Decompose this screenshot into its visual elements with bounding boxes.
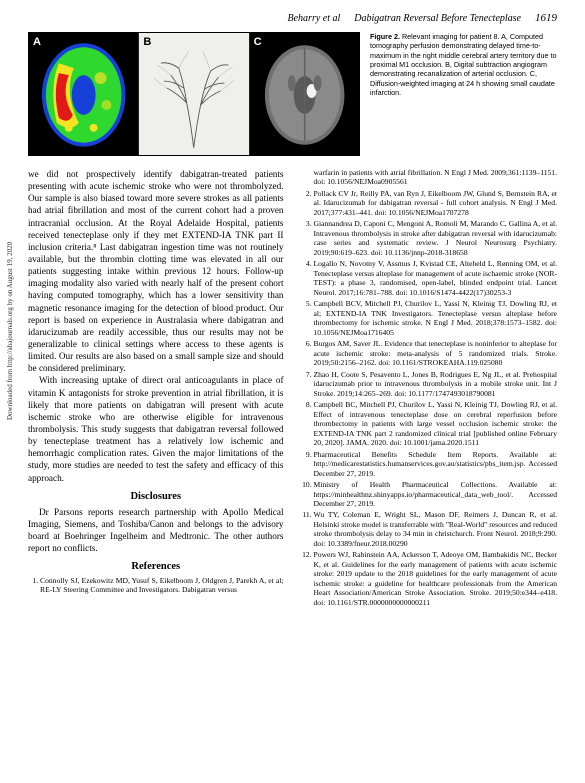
page-number: 1619 [535, 12, 557, 24]
dwi-image [250, 33, 359, 155]
disclosures-text: Dr Parsons reports research partnership … [28, 506, 284, 555]
ref-9: Pharmaceutical Benefits Schedule Item Re… [314, 450, 558, 478]
panel-c-label: C [254, 36, 262, 48]
header-authors: Beharry et al [288, 13, 341, 24]
ref-6: Burgos AM, Saver JL. Evidence that tenec… [314, 339, 558, 367]
figure-caption: Figure 2. Relevant imaging for patient 8… [370, 32, 557, 156]
figure-panels: A B [28, 32, 360, 156]
body-p2: With increasing uptake of direct oral an… [28, 374, 284, 483]
ref-12: Powers WJ, Rabinstein AA, Ackerson T, Ad… [314, 550, 558, 607]
right-column: warfarin in patients with atrial fibrill… [302, 168, 558, 609]
header-title: Dabigatran Reversal Before Tenecteplase [354, 13, 521, 24]
ref-5: Campbell BCV, Mitchell PJ, Churilov L, Y… [314, 299, 558, 337]
download-watermark: Downloaded from http://ahajournals.org b… [6, 242, 14, 420]
body-p1: we did not prospectively identify dabiga… [28, 168, 284, 374]
running-header: Beharry et al Dabigatran Reversal Before… [28, 12, 557, 24]
ref-4: Logallo N, Novotny V, Assmus J, Kvistad … [314, 259, 558, 297]
panel-c: C [250, 33, 359, 155]
body-columns: we did not prospectively identify dabiga… [28, 168, 557, 609]
angiogram-image [139, 33, 248, 155]
disclosures-heading: Disclosures [28, 490, 284, 504]
figure-caption-body: A, Computed tomography perfusion demonst… [370, 32, 557, 97]
references-left: Connolly SJ, Ezekowitz MD, Yusuf S, Eike… [28, 576, 284, 595]
panel-b: B [139, 33, 249, 155]
ref-2: Pollack CV Jr, Reilly PA, van Ryn J, Eik… [314, 189, 558, 217]
figure-2: A B [28, 32, 557, 156]
ref-1: Connolly SJ, Ezekowitz MD, Yusuf S, Eike… [40, 576, 284, 595]
left-column: we did not prospectively identify dabiga… [28, 168, 284, 609]
ref-1-cont: warfarin in patients with atrial fibrill… [314, 168, 558, 187]
figure-caption-lead: Relevant imaging for patient 8. [402, 32, 500, 41]
panel-b-label: B [143, 36, 151, 48]
ref-3: Giannandrea D, Caponi C, Mengoni A, Romo… [314, 219, 558, 257]
panel-a: A [29, 33, 139, 155]
references-heading: References [28, 560, 284, 574]
ref-8: Campbell BC, Mitchell PJ, Churilov L, Ya… [314, 400, 558, 447]
ref-7: Zhao H, Coote S, Pesavento L, Jones B, R… [314, 370, 558, 398]
ref-11: Wu TY, Coleman E, Wright SL, Mason DF, R… [314, 510, 558, 548]
panel-a-label: A [33, 36, 41, 48]
ct-perfusion-image [29, 33, 138, 155]
ref-10: Ministry of Health Pharmaceutical Collec… [314, 480, 558, 508]
figure-caption-title: Figure 2. [370, 32, 400, 41]
